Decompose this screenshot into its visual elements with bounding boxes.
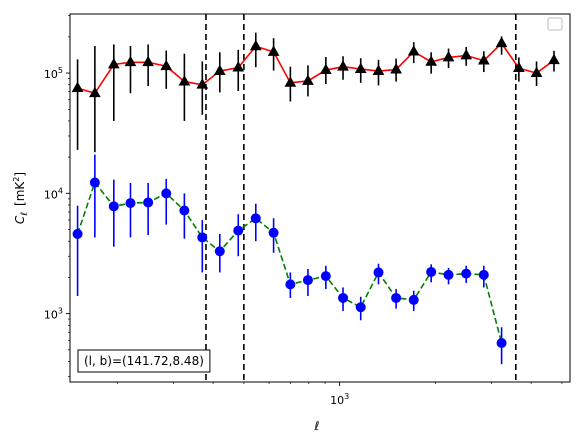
series-0-point-5 — [160, 59, 173, 71]
x-axis-label: ℓ — [314, 419, 320, 433]
plot-frame — [69, 13, 571, 383]
series-1-point-12 — [285, 279, 296, 290]
series-0-point-2 — [107, 57, 120, 69]
series-1-point-15 — [338, 292, 349, 303]
chart-frame-layer — [66, 13, 571, 386]
series-1-point-14 — [320, 271, 331, 282]
series-0-point-0 — [71, 81, 84, 93]
series-1-point-7 — [197, 232, 208, 243]
y-tick-label-0: 103 — [44, 307, 63, 322]
series-1-point-2 — [108, 201, 119, 212]
series-1-line — [76, 180, 503, 344]
series-0-point-21 — [442, 50, 455, 62]
series-0-point-17 — [372, 64, 385, 75]
chart-data-layer — [71, 14, 560, 382]
series-1-point-23 — [478, 269, 489, 280]
series-0-point-15 — [337, 60, 349, 71]
y-tick-label-2: 105 — [44, 66, 63, 81]
series-0-point-24 — [495, 36, 508, 48]
series-1-point-1 — [89, 177, 100, 188]
series-1-point-18 — [391, 292, 402, 303]
series-1-point-3 — [125, 198, 136, 209]
series-0-point-4 — [142, 55, 154, 67]
series-1-point-5 — [161, 188, 172, 199]
series-1-point-19 — [408, 294, 419, 305]
coordinates-annotation: (l, b)=(141.72,8.48) — [84, 354, 204, 368]
series-0-point-13 — [302, 74, 314, 85]
chart-text-layer: 103 103 104 105 ℓ Cℓ[mK2] (l, b)=(141.72,8.48) — [12, 66, 349, 433]
series-0-point-26 — [530, 66, 543, 77]
series-1-point-0 — [72, 228, 83, 239]
x-tick-label-0: 103 — [330, 392, 349, 407]
series-0-point-20 — [425, 55, 438, 66]
series-1-point-9 — [233, 225, 244, 236]
series-0-point-25 — [513, 61, 525, 73]
series-0-point-1 — [89, 86, 101, 98]
series-1-point-20 — [426, 266, 437, 277]
series-1-point-17 — [373, 267, 384, 278]
series-1-point-16 — [355, 302, 366, 313]
series-1-point-13 — [302, 275, 313, 286]
series-0-point-9 — [232, 61, 245, 72]
series-0-point-14 — [319, 63, 332, 74]
series-1-point-6 — [179, 205, 190, 216]
series-0-point-3 — [124, 55, 137, 67]
series-0-point-22 — [460, 49, 473, 60]
series-0-point-18 — [390, 63, 402, 74]
y-axis-label: Cℓ[mK2] — [12, 172, 30, 224]
series-0-point-11 — [267, 45, 280, 56]
series-1-point-24 — [496, 337, 507, 348]
series-0-point-7 — [196, 78, 209, 89]
legend-box — [547, 17, 563, 31]
series-1-point-8 — [214, 246, 225, 257]
series-0-point-10 — [249, 39, 262, 51]
series-0-point-8 — [213, 64, 226, 75]
series-1-point-4 — [143, 197, 154, 208]
series-0-point-6 — [178, 75, 191, 86]
series-1-point-22 — [461, 268, 472, 279]
annotation-box — [77, 349, 211, 373]
y-tick-label-1: 104 — [44, 186, 63, 201]
series-1-point-10 — [250, 213, 261, 224]
series-0-point-27 — [548, 53, 560, 65]
series-0-point-12 — [284, 76, 297, 87]
series-1-point-11 — [268, 227, 279, 238]
series-0-point-19 — [407, 45, 420, 56]
series-0-line — [77, 42, 555, 95]
series-0-point-16 — [354, 62, 367, 73]
series-1-point-21 — [443, 269, 454, 280]
series-0-point-23 — [477, 54, 490, 65]
